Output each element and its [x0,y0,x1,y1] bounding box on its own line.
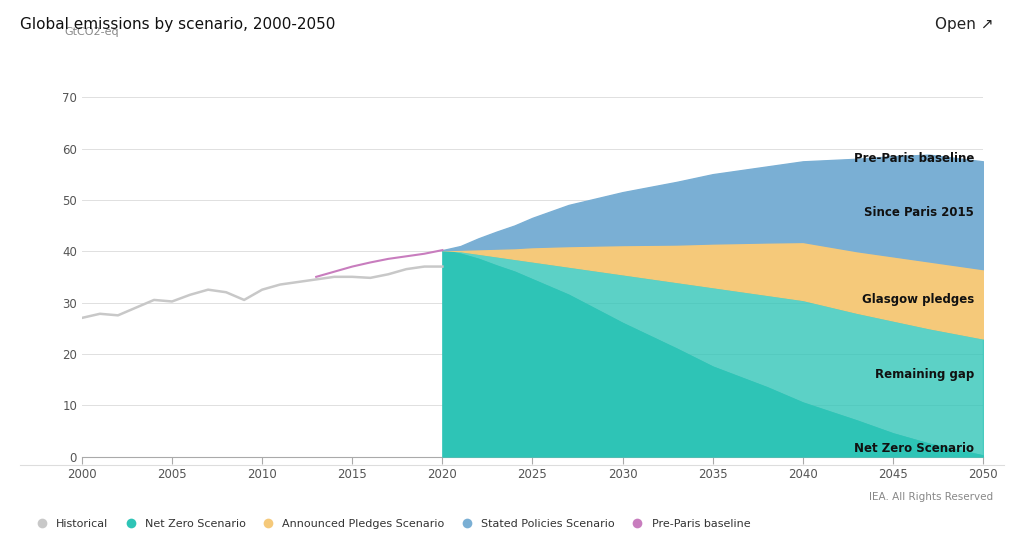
Text: GtCO2-eq: GtCO2-eq [63,27,119,37]
Text: IEA. All Rights Reserved: IEA. All Rights Reserved [869,492,993,502]
Text: Net Zero Scenario: Net Zero Scenario [854,442,974,455]
Text: Global emissions by scenario, 2000-2050: Global emissions by scenario, 2000-2050 [20,16,336,31]
Text: Open ↗: Open ↗ [935,16,993,31]
Text: Pre-Paris baseline: Pre-Paris baseline [854,152,974,165]
Legend: Historical, Net Zero Scenario, Announced Pledges Scenario, Stated Policies Scena: Historical, Net Zero Scenario, Announced… [26,515,755,534]
Text: Since Paris 2015: Since Paris 2015 [864,206,974,219]
Text: Remaining gap: Remaining gap [874,368,974,381]
Text: Glasgow pledges: Glasgow pledges [862,294,974,306]
